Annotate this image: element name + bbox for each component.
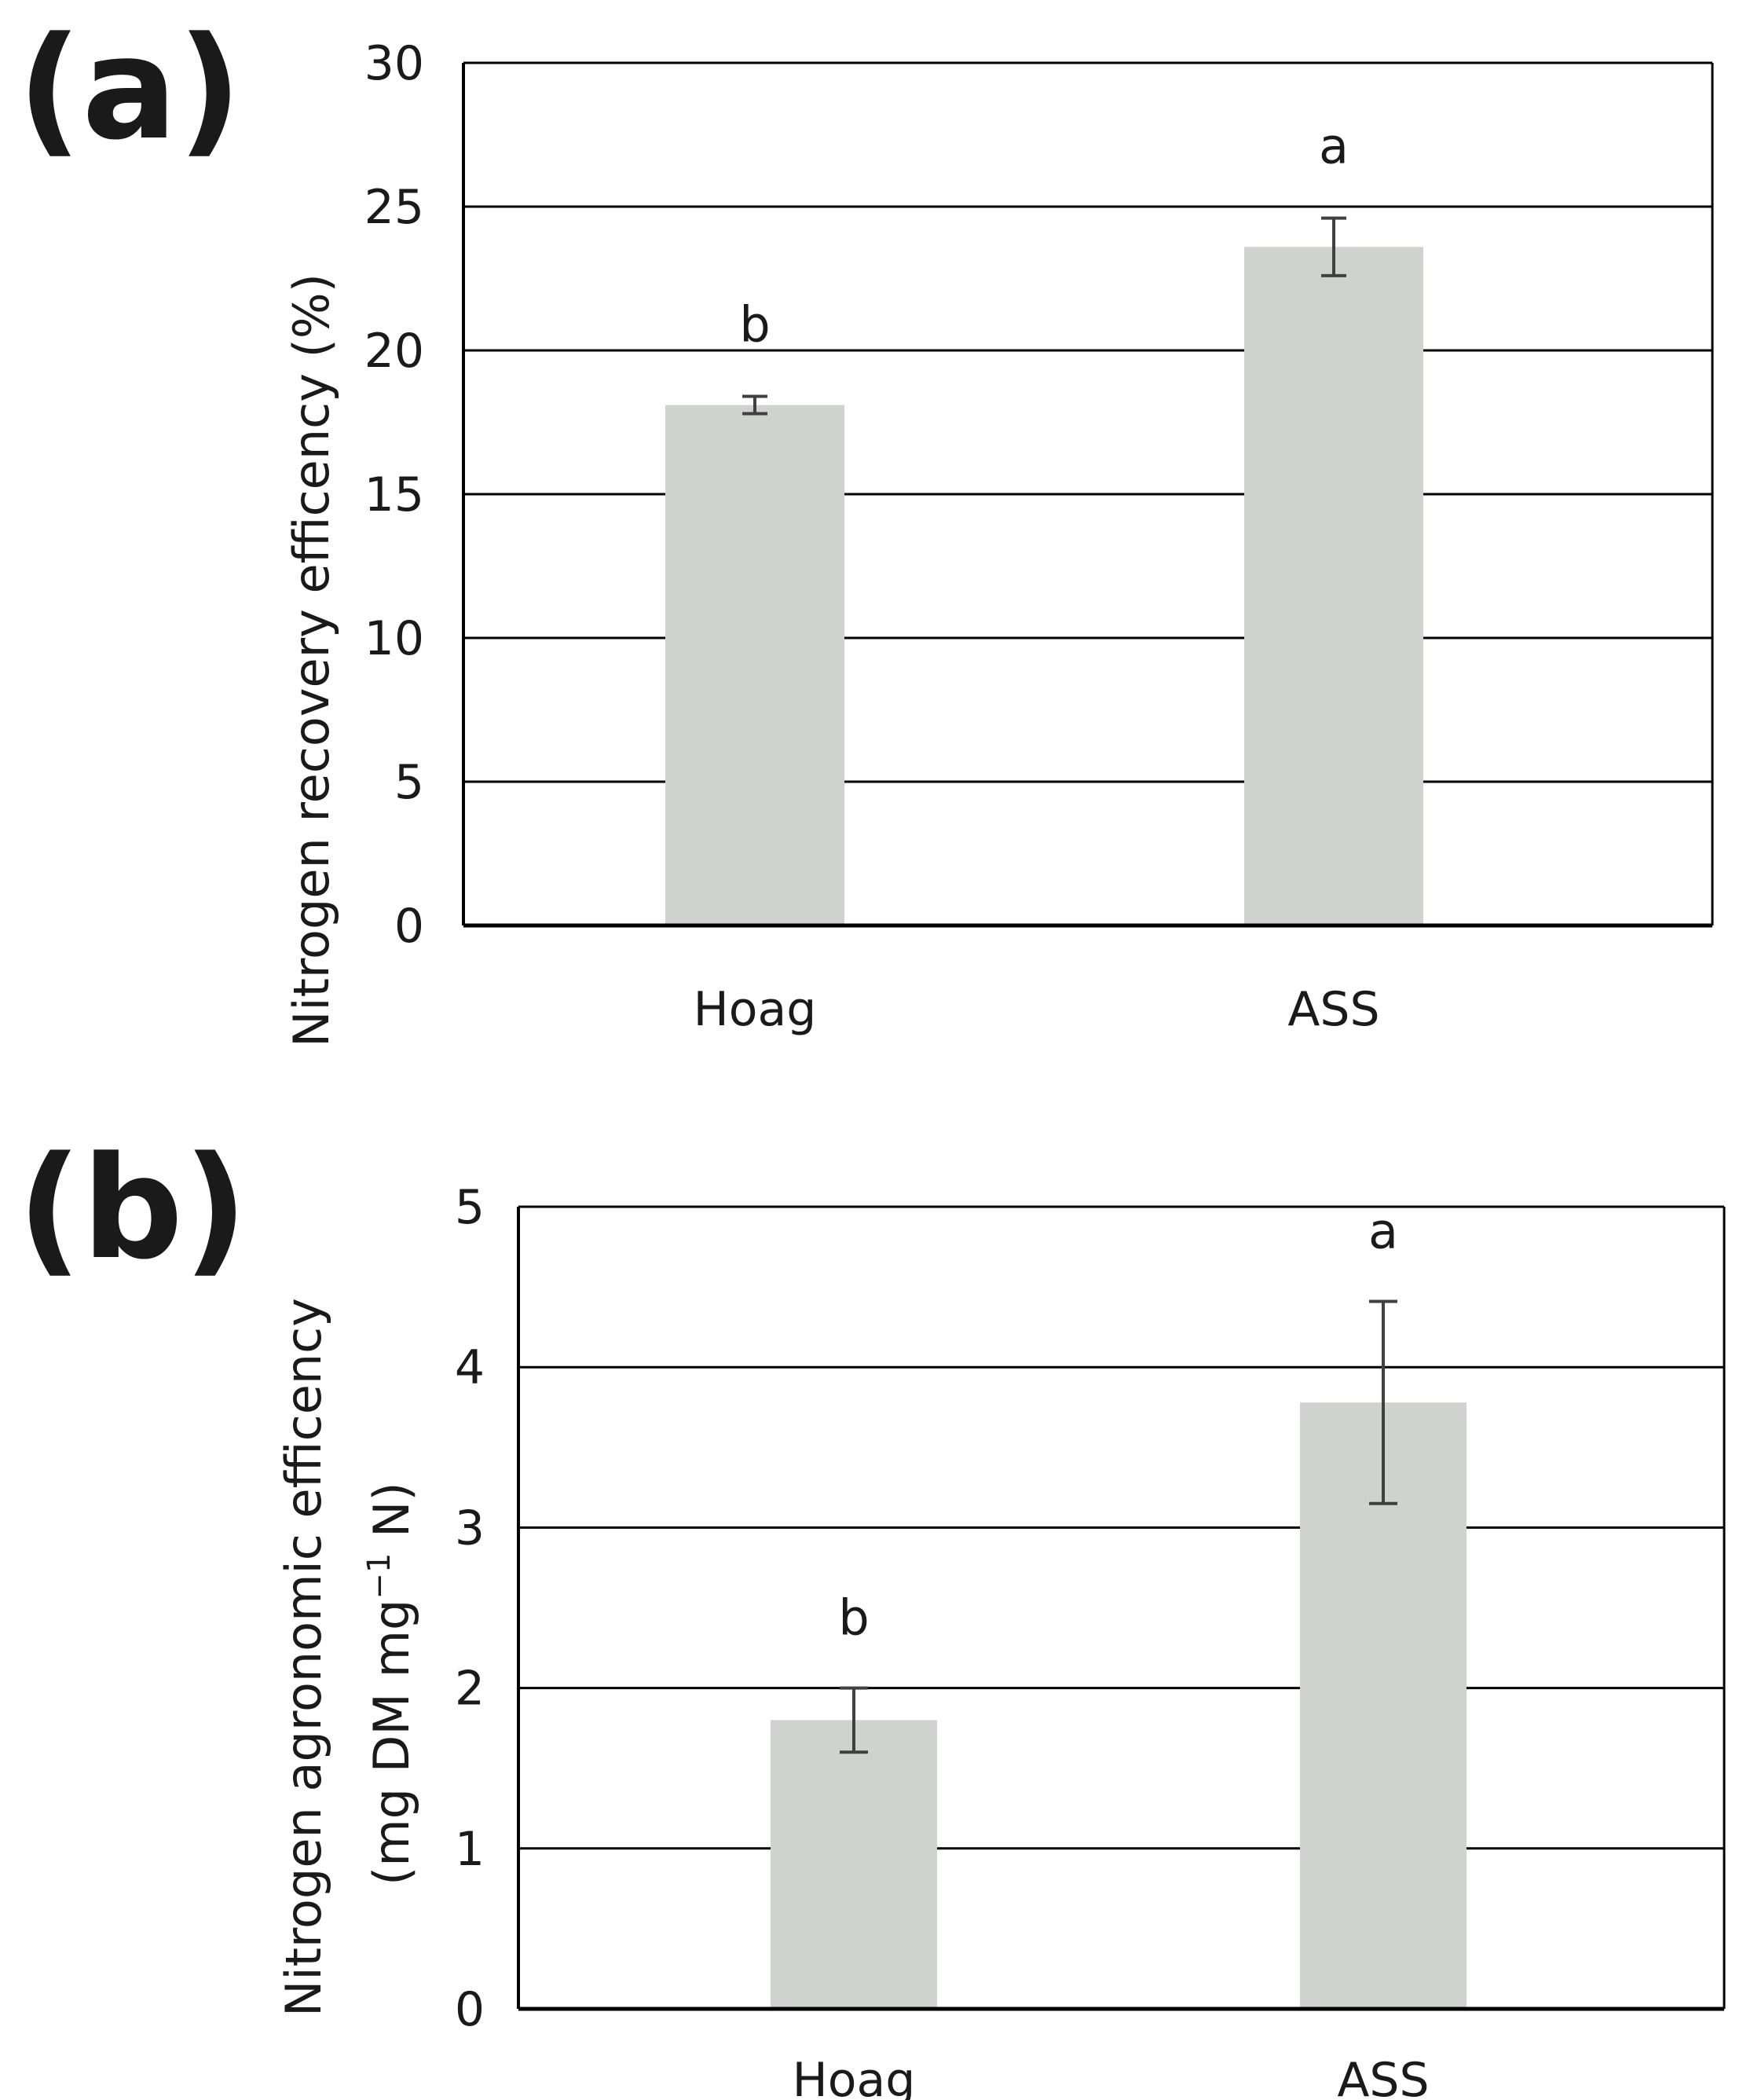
y-tick-label: 25 xyxy=(364,180,424,235)
error-bar-ass xyxy=(1369,1299,1397,1505)
panel-a-label: (a) xyxy=(17,7,242,171)
y-tick-label: 30 xyxy=(364,36,424,91)
x-tick-label-hoag: Hoag xyxy=(694,982,817,1037)
panel-b-label: (b) xyxy=(17,1127,247,1291)
x-tick-label-hoag: Hoag xyxy=(793,2053,916,2100)
error-bar-hoag xyxy=(840,1686,868,1754)
y-axis-title: Nitrogen agronomic efficency xyxy=(275,1298,332,2017)
y-tick-label: 10 xyxy=(364,611,424,666)
error-bar-hoag xyxy=(742,394,767,416)
significance-label: a xyxy=(1368,1202,1398,1259)
x-tick-label-ass: ASS xyxy=(1287,982,1379,1037)
panel-a-chart: (a) 0 5 10 15 20 25 30 Hoag ASS b a Nitrogen rec… xyxy=(17,7,1714,1047)
y-tick-label: 15 xyxy=(364,467,424,522)
y-tick-label: 0 xyxy=(394,899,424,954)
y-axis-title: Nitrogen recovery efficency (%) xyxy=(283,273,340,1047)
x-tick-label-ass: ASS xyxy=(1337,2053,1429,2100)
y-tick-label: 20 xyxy=(364,324,424,379)
significance-label: a xyxy=(1319,118,1349,175)
y-tick-label: 3 xyxy=(455,1501,485,1556)
y-tick-label: 5 xyxy=(455,1180,485,1235)
y-tick-label: 4 xyxy=(455,1340,485,1395)
bar-hoag xyxy=(665,405,844,925)
bar-hoag xyxy=(771,1720,937,2009)
significance-label: b xyxy=(739,296,770,354)
panel-b-chart: (b) 0 1 2 3 4 5 Hoag ASS b a Nitrogen agronomic… xyxy=(17,1127,1726,2100)
y-tick-label: 1 xyxy=(455,1822,485,1877)
y-tick-label: 0 xyxy=(455,1982,485,2037)
bar-ass xyxy=(1244,247,1423,925)
y-tick-label: 2 xyxy=(455,1662,485,1717)
y-axis-title-unit: (mg DM mg−1 N) xyxy=(361,1482,420,1886)
significance-label: b xyxy=(838,1589,869,1647)
y-tick-label: 5 xyxy=(394,755,424,810)
error-bar-ass xyxy=(1321,216,1346,277)
